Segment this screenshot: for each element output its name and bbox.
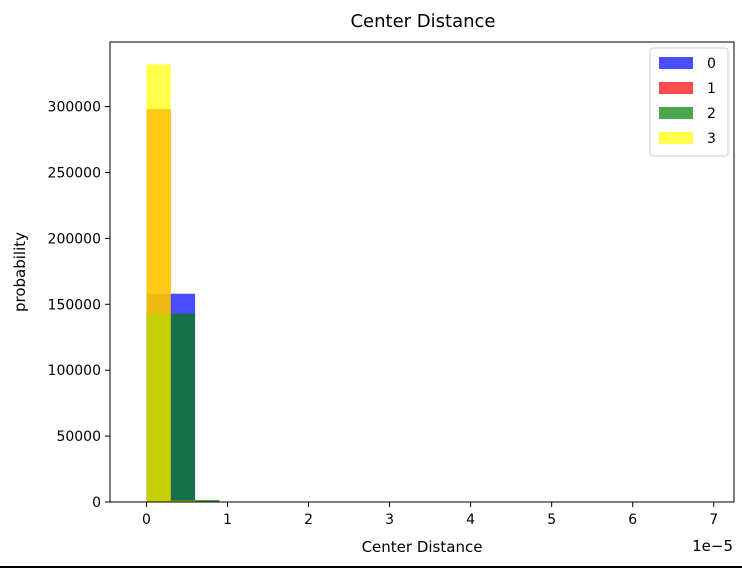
- x-tick-label: 0: [142, 512, 151, 528]
- legend-swatch-1: [659, 82, 693, 94]
- bar-series-3-bin-0: [146, 64, 171, 502]
- y-tick-label: 250000: [48, 165, 101, 181]
- y-axis: 0 50000 100000 150000 200000 250000 300000: [48, 100, 110, 511]
- x-tick-label: 7: [709, 512, 718, 528]
- y-tick-label: 50000: [56, 429, 101, 445]
- x-axis: 0 1 2 3 4 5 6 7: [142, 502, 718, 528]
- x-tick-label: 3: [385, 512, 394, 528]
- legend-label-2: 2: [707, 106, 716, 122]
- x-tick-label: 1: [223, 512, 232, 528]
- legend-swatch-3: [659, 132, 693, 144]
- bars-layer: [146, 64, 220, 502]
- y-tick-label: 200000: [48, 231, 101, 247]
- x-tick-label: 5: [547, 512, 556, 528]
- x-axis-label: Center Distance: [362, 538, 483, 556]
- legend-label-0: 0: [707, 56, 716, 72]
- y-tick-label: 150000: [48, 297, 101, 313]
- legend-swatch-2: [659, 107, 693, 119]
- y-tick-label: 300000: [48, 100, 101, 116]
- x-tick-label: 6: [628, 512, 637, 528]
- legend-frame: [649, 47, 729, 157]
- y-tick-label: 100000: [48, 363, 101, 379]
- legend-label-3: 3: [707, 131, 716, 147]
- legend: 0 1 2 3: [649, 47, 729, 157]
- y-axis-label: probability: [11, 232, 29, 312]
- x-axis-offset-label: 1e−5: [692, 537, 733, 555]
- chart-title: Center Distance: [350, 11, 495, 32]
- y-tick-label: 0: [92, 495, 101, 511]
- bar-series-2-bin-1: [170, 313, 196, 502]
- plot-frame: [109, 41, 735, 503]
- bottom-divider: [0, 566, 742, 568]
- x-tick-label: 2: [304, 512, 313, 528]
- bar-series-3-bin-1: [170, 500, 196, 502]
- legend-swatch-0: [659, 57, 693, 69]
- bar-series-2-bin-2: [195, 500, 220, 502]
- legend-label-1: 1: [707, 81, 716, 97]
- x-tick-label: 4: [466, 512, 475, 528]
